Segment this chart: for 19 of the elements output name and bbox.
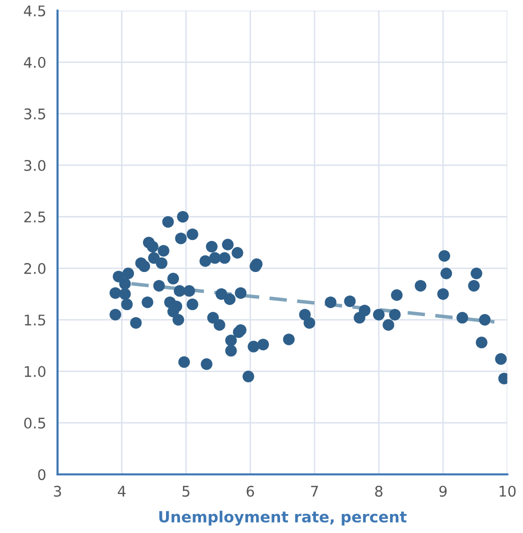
x-tick-label: 6: [246, 486, 254, 497]
x-axis-title: Unemployment rate, percent: [159, 510, 407, 526]
x-tick-label: 10: [500, 486, 516, 497]
x-tick-label: 8: [375, 486, 382, 497]
x-tick-label: 4: [118, 486, 126, 497]
y-tick-label: 2.5: [24, 211, 46, 222]
y-tick-label: 0: [38, 469, 46, 480]
x-tick-label: 9: [439, 486, 447, 497]
x-tick-label: 7: [311, 486, 318, 497]
y-tick-label: 1.5: [24, 314, 46, 326]
y-tick-label: 4.5: [24, 6, 46, 16]
y-tick-label: 3.0: [24, 160, 46, 171]
x-tick-label: 5: [182, 486, 190, 497]
y-tick-label: 2.0: [24, 262, 46, 274]
x-tick-label: 3: [54, 486, 61, 497]
y-tick-label: 3.5: [24, 108, 46, 120]
y-tick-label: 1.0: [24, 366, 46, 378]
y-tick-label: 4.0: [24, 56, 46, 68]
y-tick-label: 0.5: [24, 418, 46, 429]
